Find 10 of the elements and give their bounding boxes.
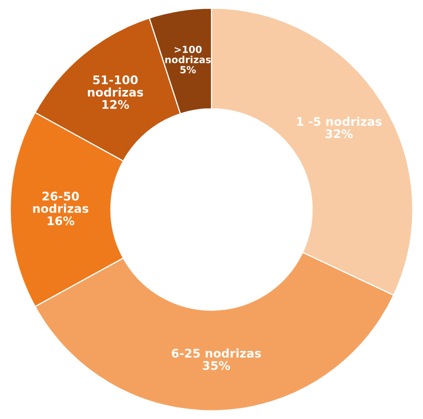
slice-label: 1 -5 nodrizas [297,116,382,126]
slice-label: 26-50 nodrizas [33,192,88,213]
data-label: 12% [102,100,130,109]
data-label: 32% [326,129,353,138]
data-label: 16% [48,216,74,226]
data-label: 35% [202,361,230,370]
data-label: 5% [180,66,196,74]
slice-label: 6-25 nodrizas [172,348,261,358]
slice-label: 51-100 nodrizas [88,75,144,97]
slice-label: >100 nodrizas [165,46,211,64]
